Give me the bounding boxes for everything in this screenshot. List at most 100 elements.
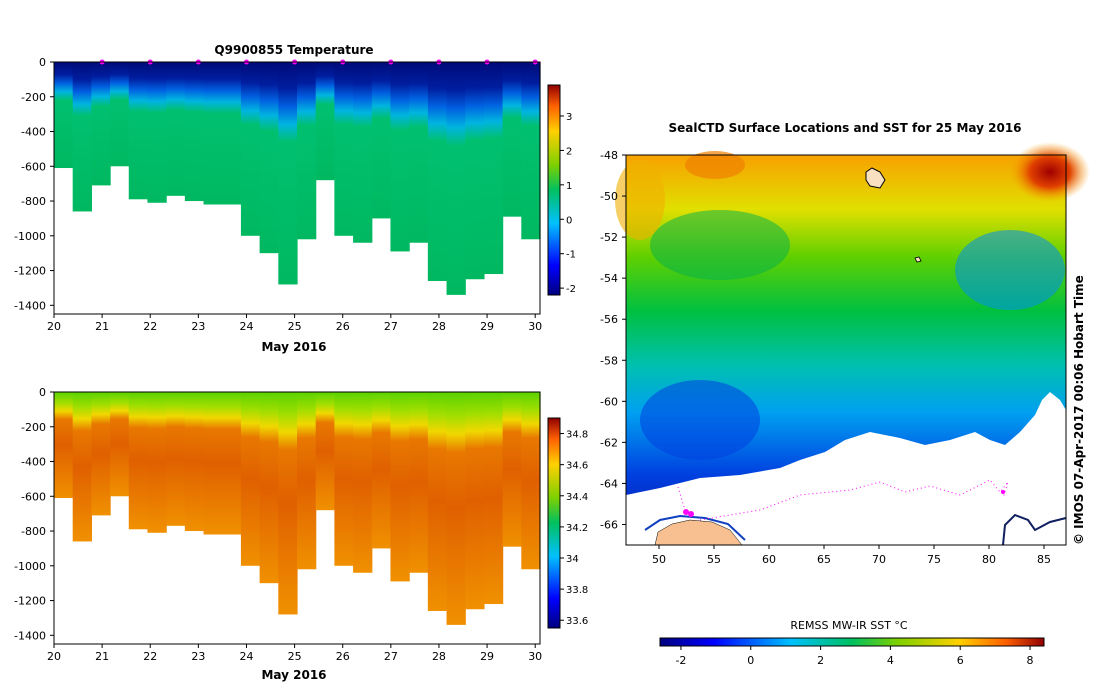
colorbar-tick-label: 34.6: [566, 461, 588, 472]
map-longitude-axis: 50 55 60 65 70 75 80 85: [652, 545, 1051, 566]
p1-profile-bar: [483, 62, 504, 275]
sst-colorbar-tick-label: 2: [817, 654, 824, 667]
temperature-section-plot: Q9900855 Temperature 20 21 22 23 24 25 26 27 28 2…: [14, 43, 576, 354]
salinity-x-label: May 2016: [261, 668, 326, 682]
p2-profile-bar: [446, 392, 466, 625]
p1-profile-bar: [259, 62, 279, 254]
x-tick-label: 27: [384, 320, 398, 333]
p1-profile-bar: [371, 62, 392, 219]
x-tick-label: 24: [239, 320, 253, 333]
colorbar-tick-label: 0: [566, 215, 572, 226]
y-tick-label: -800: [21, 525, 46, 538]
lat-tick-label: -58: [600, 354, 618, 367]
x-tick-label: 22: [143, 320, 157, 333]
ice-shelf: [626, 392, 1066, 545]
sst-colorbar: [659, 637, 1045, 647]
temperature-plot-title: Q9900855 Temperature: [214, 43, 373, 57]
x-tick-label: 25: [288, 320, 302, 333]
p2-profile-bar: [465, 392, 485, 610]
p1-profile-bar: [91, 62, 111, 186]
p2-profile-bar: [353, 392, 373, 573]
y-tick-label: -400: [21, 126, 46, 139]
colorbar-tick-label: 3: [566, 112, 572, 123]
temperature-y-axis: 0 -200 -400 -600 -800 -1000 -1200 -1400: [14, 56, 54, 312]
temperature-x-axis: 20 21 22 23 24 25 26 27 28 29 30: [47, 314, 542, 333]
map-latitude-axis: -48 -50 -52 -54 -56 -58 -60 -62 -64 -66: [600, 149, 626, 531]
p2-profile-bar: [334, 392, 354, 566]
p2-profile-bar: [166, 392, 186, 526]
x-tick-label: 23: [191, 650, 205, 663]
lon-tick-label: 80: [982, 553, 996, 566]
p2-profile-bar: [483, 392, 504, 605]
coast-fragment: [1002, 513, 1067, 546]
p2-profile-bar: [278, 392, 298, 615]
sst-map-title: SealCTD Surface Locations and SST for 25…: [668, 121, 1021, 135]
y-tick-label: -600: [21, 160, 46, 173]
y-tick-label: -800: [21, 195, 46, 208]
x-tick-label: 20: [47, 650, 61, 663]
lon-tick-label: 55: [707, 553, 721, 566]
salinity-profiles: [54, 392, 541, 625]
p1-profile-bar: [521, 62, 541, 240]
y-tick-label: -1200: [14, 265, 46, 278]
temperature-colorbar-ticks: 3 2 1 0 -1 -2: [560, 112, 576, 295]
p2-profile-bar: [54, 392, 74, 499]
p2-profile-bar: [147, 392, 167, 533]
x-tick-label: 23: [191, 320, 205, 333]
coastline-highlight: [644, 514, 746, 541]
colorbar-tick-label: 1: [566, 181, 572, 192]
p2-profile-bar: [240, 392, 261, 566]
y-tick-label: 0: [39, 56, 46, 69]
sst-colorbar-ticks: -2 0 2 4 6 8: [675, 646, 1034, 667]
sst-colorbar-tick-label: -2: [675, 654, 686, 667]
lat-tick-label: -64: [600, 477, 618, 490]
x-tick-label: 30: [528, 650, 542, 663]
y-tick-label: 0: [39, 386, 46, 399]
p2-profile-bar: [203, 392, 223, 535]
p2-profile-bar: [259, 392, 279, 584]
lat-tick-label: -56: [600, 313, 618, 326]
lat-tick-label: -66: [600, 518, 618, 531]
p2-profile-bar: [315, 392, 335, 511]
x-tick-label: 25: [288, 650, 302, 663]
sst-colorbar-tick-label: 4: [887, 654, 894, 667]
p1-profile-bar: [166, 62, 186, 196]
p2-profile-bar: [371, 392, 392, 549]
temperature-profiles: [54, 62, 541, 295]
x-tick-label: 20: [47, 320, 61, 333]
colorbar-tick-label: 33.6: [566, 616, 588, 627]
colorbar-tick-label: 34.8: [566, 430, 588, 441]
p1-profile-bar: [315, 62, 335, 181]
island-small: [914, 256, 922, 263]
p1-profile-bar: [353, 62, 373, 243]
p2-profile-bar: [184, 392, 205, 532]
colorbar-tick-label: 34.2: [566, 523, 588, 534]
lon-tick-label: 70: [872, 553, 886, 566]
y-tick-label: -200: [21, 421, 46, 434]
temperature-x-label: May 2016: [261, 340, 326, 354]
x-tick-label: 21: [95, 650, 109, 663]
y-tick-label: -1000: [14, 230, 46, 243]
lat-tick-label: -48: [600, 149, 618, 162]
p1-profile-bar: [128, 62, 149, 200]
p1-profile-bar: [110, 62, 130, 167]
p1-profile-bar: [446, 62, 466, 295]
p1-profile-bar: [203, 62, 223, 205]
y-tick-label: -1400: [14, 299, 46, 312]
p2-profile-bar: [521, 392, 541, 570]
colorbar-tick-label: -2: [566, 284, 576, 295]
p1-profile-bar: [390, 62, 410, 252]
lon-tick-label: 50: [652, 553, 666, 566]
seal-location-markers: [683, 490, 1005, 517]
salinity-x-axis: 20 21 22 23 24 25 26 27 28 29 30: [47, 644, 542, 663]
p2-profile-bar: [409, 392, 429, 573]
sst-map: SealCTD Surface Locations and SST for 25…: [600, 121, 1090, 667]
lat-tick-label: -54: [600, 272, 618, 285]
p1-profile-bar: [240, 62, 261, 236]
colorbar-tick-label: 2: [566, 146, 572, 157]
lon-tick-label: 75: [927, 553, 941, 566]
lat-tick-label: -52: [600, 231, 618, 244]
x-tick-label: 22: [143, 650, 157, 663]
p2-profile-bar: [110, 392, 130, 497]
y-tick-label: -1200: [14, 595, 46, 608]
